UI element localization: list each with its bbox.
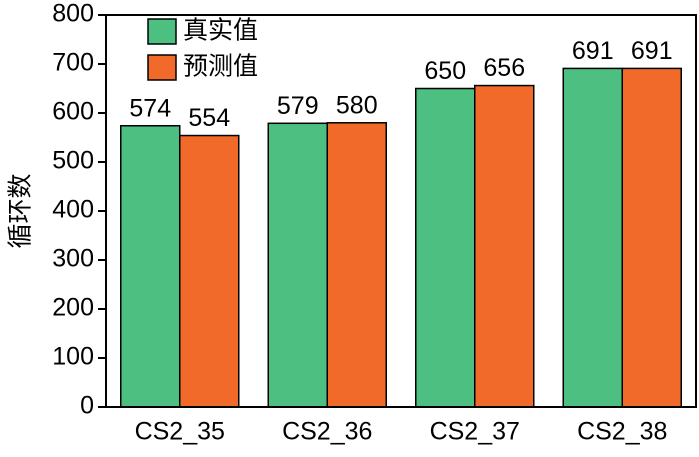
legend-label: 预测值 [183,53,258,81]
y-tick-label: 500 [52,147,94,175]
value-label: 574 [129,94,171,122]
legend-label: 真实值 [183,17,258,45]
plot-frame [105,14,697,408]
y-tick-label: 300 [52,245,94,273]
y-tick-label: 200 [52,294,94,322]
legend-swatch [147,54,177,81]
value-label: 691 [572,37,614,65]
y-axis-label: 循环数 [7,173,35,248]
value-label: 579 [277,92,319,120]
x-tick-label: CS2_38 [577,418,667,446]
bar [179,134,240,408]
y-tick-label: 600 [52,98,94,126]
bar [621,67,682,408]
bar [474,84,535,408]
y-tick-label: 100 [52,343,94,371]
value-label: 656 [483,54,525,82]
value-label: 554 [188,104,230,132]
x-tick-label: CS2_37 [430,418,520,446]
legend-swatch [147,18,177,45]
value-label: 691 [631,37,673,65]
y-tick-label: 400 [52,196,94,224]
bar [562,67,623,408]
bar [326,122,387,408]
x-tick-label: CS2_35 [135,418,225,446]
y-tick-label: 700 [52,49,94,77]
x-tick-label: CS2_36 [282,418,372,446]
value-label: 580 [336,91,378,119]
y-tick-label: 800 [52,0,94,28]
value-label: 650 [424,57,466,85]
bar [415,87,476,408]
bar [267,122,328,408]
y-tick-label: 0 [80,392,94,420]
bar [120,124,181,408]
